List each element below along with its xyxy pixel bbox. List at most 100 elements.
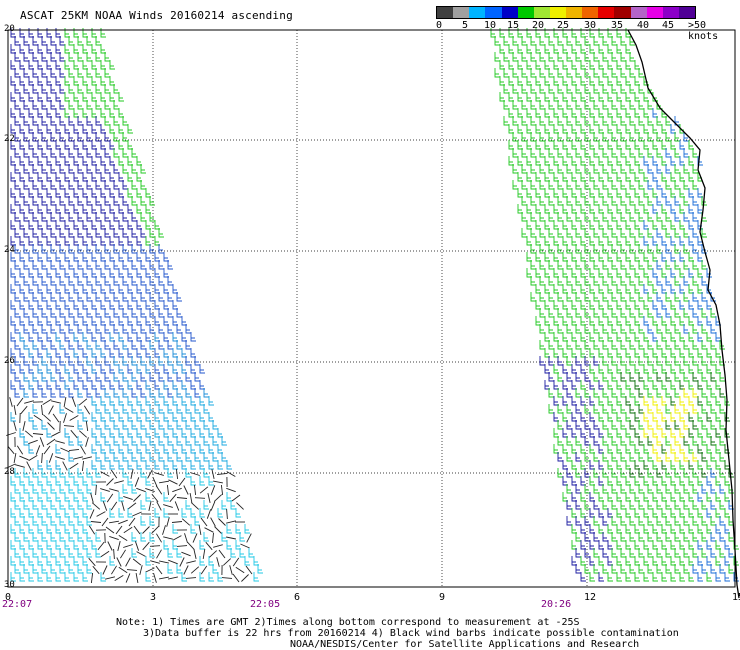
wind-barb xyxy=(692,484,698,494)
wind-barb xyxy=(634,92,640,102)
wind-barb xyxy=(41,484,47,494)
wind-barb xyxy=(28,455,38,461)
wind-barb xyxy=(149,388,155,398)
wind-barb xyxy=(37,556,43,566)
colorbar-swatch xyxy=(549,7,566,18)
wind-barb xyxy=(625,28,631,38)
wind-barb xyxy=(136,380,142,390)
wind-barb xyxy=(598,108,604,118)
wind-barb xyxy=(715,460,721,470)
colorbar-label: 40 xyxy=(637,20,650,31)
wind-barb xyxy=(688,428,694,438)
wind-barb xyxy=(638,420,644,430)
wind-barb xyxy=(580,172,586,182)
wind-barb xyxy=(131,340,137,350)
wind-barb xyxy=(535,92,541,102)
wind-barb xyxy=(683,244,689,254)
wind-barb xyxy=(176,388,182,398)
wind-barb xyxy=(625,412,631,422)
wind-barb xyxy=(43,445,51,455)
wind-barb xyxy=(625,524,631,534)
wind-barb xyxy=(134,541,140,551)
wind-barb xyxy=(88,525,96,535)
wind-barb xyxy=(104,244,110,254)
wind-barb xyxy=(634,140,640,150)
wind-barb xyxy=(109,348,115,358)
wind-barb xyxy=(122,484,128,494)
wind-barb xyxy=(620,500,626,510)
wind-barb xyxy=(629,420,635,430)
wind-barb xyxy=(127,476,133,486)
wind-barb xyxy=(679,524,685,534)
wind-barb xyxy=(50,356,56,366)
wind-barb xyxy=(181,508,187,518)
wind-barb xyxy=(190,396,196,406)
wind-barb xyxy=(566,228,572,238)
wind-barb xyxy=(167,308,173,318)
wind-barb xyxy=(19,44,25,54)
wind-barb xyxy=(140,452,146,462)
wind-barb xyxy=(647,148,653,158)
wind-barb xyxy=(86,356,92,366)
wind-barb xyxy=(95,420,101,430)
wind-barb xyxy=(73,76,79,86)
wind-barb xyxy=(575,500,581,510)
wind-barb xyxy=(602,388,608,398)
wind-barb xyxy=(158,452,164,462)
wind-barb xyxy=(154,460,160,470)
wind-barb xyxy=(23,340,29,350)
wind-barb xyxy=(521,228,527,238)
wind-barb xyxy=(86,132,92,142)
wind-barb xyxy=(48,453,54,463)
wind-barb xyxy=(571,540,577,550)
wind-barb xyxy=(557,388,563,398)
wind-barb xyxy=(670,508,676,518)
wind-barb xyxy=(652,300,658,310)
wind-barb xyxy=(68,132,74,142)
wind-barb xyxy=(602,484,608,494)
wind-barb xyxy=(697,396,703,406)
wind-barb xyxy=(123,495,133,501)
wind-barb xyxy=(10,540,16,550)
wind-barb xyxy=(562,460,568,470)
wind-barb xyxy=(241,574,249,582)
wind-barb xyxy=(46,300,52,310)
wind-barb xyxy=(127,204,133,214)
wind-barb xyxy=(530,132,536,142)
wind-barb xyxy=(104,356,110,366)
wind-barb xyxy=(100,204,106,214)
wind-barb xyxy=(100,572,106,582)
wind-barb xyxy=(216,472,228,476)
wind-barb xyxy=(86,324,92,334)
wind-barb xyxy=(665,516,671,526)
wind-barb xyxy=(131,532,137,542)
wind-barb xyxy=(571,44,577,54)
wind-barb xyxy=(679,268,685,278)
wind-barb xyxy=(607,44,613,54)
wind-barb xyxy=(168,576,178,580)
wind-barb xyxy=(692,468,698,478)
wind-barb xyxy=(620,116,626,126)
wind-barb xyxy=(131,356,137,366)
wind-barb xyxy=(132,511,142,517)
wind-barb xyxy=(55,380,61,390)
wind-barb xyxy=(724,556,730,566)
wind-barb xyxy=(46,220,52,230)
wind-barb xyxy=(580,444,586,454)
wind-barb xyxy=(28,220,34,230)
wind-barb xyxy=(652,396,658,406)
wind-barb xyxy=(697,284,703,294)
wind-barb xyxy=(539,212,545,222)
wind-barb xyxy=(86,68,92,78)
wind-barb xyxy=(566,164,572,174)
wind-barb xyxy=(95,292,101,302)
wind-barb xyxy=(208,572,214,582)
wind-barb xyxy=(557,324,563,334)
wind-barb xyxy=(665,356,671,366)
wind-barb xyxy=(584,276,590,286)
wind-barb xyxy=(55,92,61,102)
wind-barb xyxy=(625,476,631,486)
wind-barb xyxy=(120,549,126,559)
wind-barb xyxy=(652,172,658,182)
wind-barb xyxy=(638,196,644,206)
